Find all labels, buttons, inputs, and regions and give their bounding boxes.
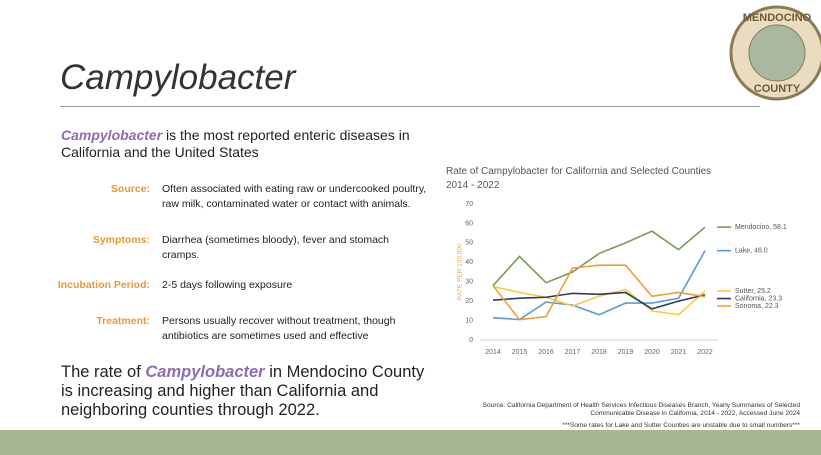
series-line — [492, 291, 706, 310]
series-line — [492, 226, 706, 287]
y-tick-label: 50 — [465, 240, 473, 247]
detail-label: Treatment: — [96, 315, 150, 327]
intro-emphasis: Campylobacter — [61, 127, 163, 143]
detail-text: Often associated with eating raw or unde… — [162, 183, 427, 210]
x-tick-label: 2019 — [618, 349, 634, 356]
legend-label: Lake, 46.0 — [735, 247, 768, 254]
series-line — [492, 250, 706, 321]
x-tick-label: 2021 — [671, 349, 687, 356]
x-tick-label: 2020 — [644, 349, 660, 356]
conclusion-text: The rate of — [61, 363, 146, 381]
conclusion-emphasis: Campylobacter — [145, 363, 265, 381]
y-tick-label: 60 — [465, 220, 473, 227]
x-tick-label: 2017 — [565, 349, 581, 356]
y-tick-label: 20 — [465, 298, 473, 305]
conclusion-text: in Mendocino County is increasing and hi… — [61, 363, 425, 419]
intro: Campylobacter is the most reported enter… — [61, 127, 441, 161]
conclusion: The rate of Campylobacter in Mendocino C… — [61, 363, 431, 420]
source: Source: California Department of Health … — [482, 402, 800, 417]
logo-center — [748, 24, 806, 82]
slide-title: Campylobacter — [60, 58, 296, 97]
logo: MENDOCINO COUNTY — [729, 5, 821, 101]
legend-label: California, 23.3 — [735, 295, 782, 302]
legend-label: Mendocino, 58.1 — [735, 224, 787, 231]
y-tick-label: 30 — [465, 279, 473, 286]
title-rule — [60, 106, 760, 107]
x-tick-label: 2015 — [512, 349, 528, 356]
footer-band — [0, 430, 821, 455]
x-tick-label: 2016 — [538, 349, 554, 356]
detail-text: Diarrhea (sometimes bloody), fever and s… — [162, 234, 390, 261]
footnote: ***Some rates for Lake and Sutter Counti… — [562, 422, 800, 429]
legend-label: Sonoma, 22.3 — [735, 303, 779, 310]
logo-text: MENDOCINO — [743, 12, 812, 24]
y-axis-label: RATE PER 100,000 — [457, 243, 464, 301]
x-tick-label: 2014 — [485, 349, 501, 356]
logo-text: COUNTY — [754, 83, 801, 95]
y-tick-label: 70 — [465, 201, 473, 208]
chart-title: Rate of Campylobacter for California and… — [446, 166, 712, 191]
detail-text: Persons usually recover without treatmen… — [162, 315, 396, 342]
x-tick-label: 2022 — [697, 349, 713, 356]
detail-label: Incubation Period: — [57, 279, 150, 291]
detail-text: 2-5 days following exposure — [162, 279, 293, 291]
series-line — [492, 285, 706, 316]
y-tick-label: 0 — [469, 337, 473, 344]
intro-text: is the most reported enteric diseases in… — [61, 127, 410, 160]
detail-label: Symptoms: — [92, 234, 150, 246]
y-tick-label: 10 — [465, 317, 473, 324]
chart: MENDOCINO COUNTY RATE PER 100,000 0 10 20 3… — [457, 5, 821, 356]
legend-label: Sutter, 25.2 — [735, 288, 771, 295]
x-tick-label: 2018 — [591, 349, 607, 356]
y-tick-label: 40 — [465, 259, 473, 266]
series-line — [492, 264, 706, 321]
detail-label: Source: — [110, 183, 150, 195]
